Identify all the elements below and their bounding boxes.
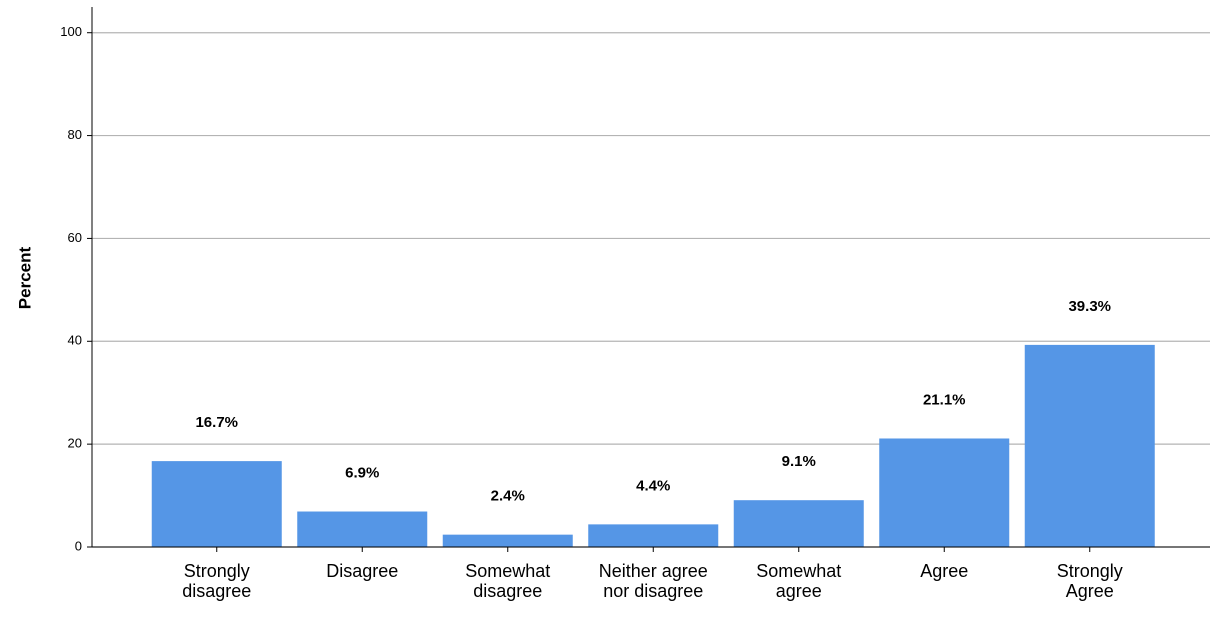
y-tick-label: 40	[68, 333, 82, 348]
bar	[297, 511, 428, 547]
x-tick-label: Agree	[920, 561, 969, 581]
value-label: 4.4%	[636, 477, 670, 494]
value-label: 9.1%	[782, 453, 816, 470]
x-tick-label: Strongly disagree	[182, 561, 252, 601]
bar	[151, 461, 282, 547]
y-tick-label: 100	[60, 24, 82, 39]
x-tick-label: Somewhat disagree	[465, 561, 551, 601]
bar	[1024, 344, 1155, 547]
y-axis-label: Percent	[15, 246, 34, 309]
x-tick-label: Neither agree nor disagree	[598, 561, 708, 601]
x-tick-label: Disagree	[326, 561, 399, 581]
y-tick-label: 80	[68, 127, 82, 142]
bar	[733, 500, 864, 547]
value-label: 6.9%	[345, 464, 379, 481]
y-tick-label: 0	[75, 538, 82, 553]
value-label: 16.7%	[195, 414, 238, 431]
y-tick-label: 20	[68, 436, 82, 451]
bar	[879, 438, 1010, 547]
value-label: 21.1%	[923, 391, 966, 408]
value-label: 2.4%	[491, 488, 525, 505]
bar	[442, 534, 573, 547]
bar	[588, 524, 719, 547]
value-label: 39.3%	[1068, 298, 1111, 315]
y-tick-label: 60	[68, 230, 82, 245]
x-tick-label: Strongly Agree	[1056, 561, 1123, 601]
x-tick-label: Somewhat agree	[756, 561, 842, 601]
